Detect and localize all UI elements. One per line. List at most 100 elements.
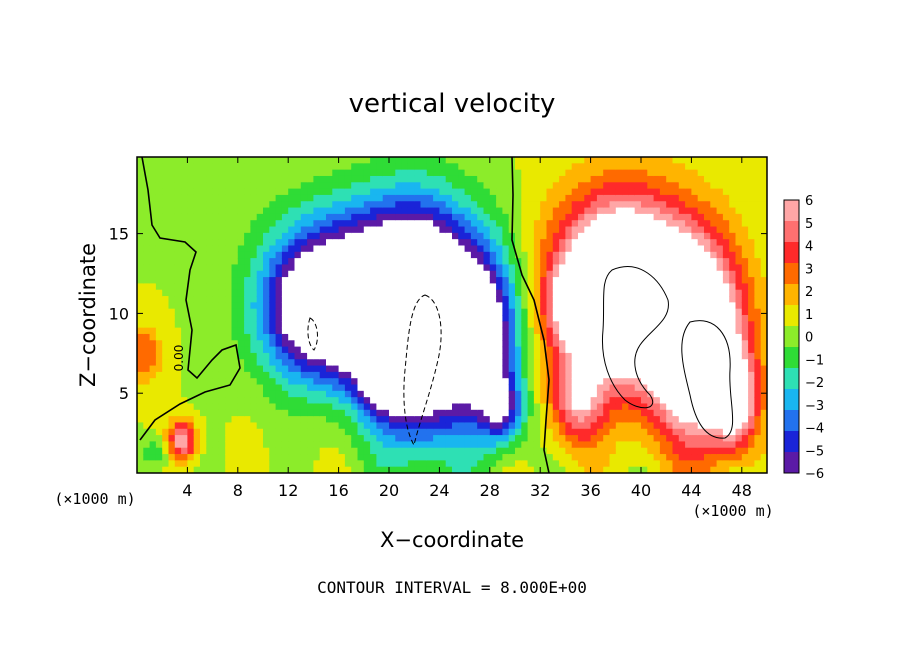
heatmap-cell xyxy=(489,447,497,455)
heatmap-cell xyxy=(678,460,686,468)
heatmap-cell xyxy=(716,270,724,278)
heatmap-cell xyxy=(294,188,302,196)
heatmap-cell xyxy=(615,333,623,341)
heatmap-cell xyxy=(433,371,440,379)
heatmap-cell xyxy=(143,277,151,284)
heatmap-cell xyxy=(477,428,485,436)
heatmap-cell xyxy=(332,194,340,202)
heatmap-cell xyxy=(704,188,711,196)
heatmap-cell xyxy=(281,416,289,424)
heatmap-cell xyxy=(395,232,403,240)
heatmap-cell xyxy=(275,327,283,335)
heatmap-cell xyxy=(376,175,384,183)
heatmap-cell xyxy=(691,460,699,468)
heatmap-cell xyxy=(653,258,661,266)
heatmap-cell xyxy=(395,169,403,177)
heatmap-cell xyxy=(704,270,711,278)
heatmap-cell xyxy=(489,466,497,473)
heatmap-cell xyxy=(275,403,283,411)
heatmap-cell xyxy=(414,220,422,228)
heatmap-cell xyxy=(370,157,377,164)
heatmap-cell xyxy=(363,251,371,259)
heatmap-cell xyxy=(452,182,459,190)
heatmap-cell xyxy=(206,460,214,468)
heatmap-cell xyxy=(571,296,579,303)
heatmap-cell xyxy=(615,327,623,335)
heatmap-cell xyxy=(225,365,233,373)
heatmap-cell xyxy=(596,359,604,367)
heatmap-cell xyxy=(237,245,245,253)
heatmap-cell xyxy=(470,201,478,209)
heatmap-cell xyxy=(307,182,314,190)
heatmap-cell xyxy=(401,157,409,164)
heatmap-cell xyxy=(609,175,617,183)
heatmap-cell xyxy=(508,251,516,259)
heatmap-cell xyxy=(200,460,207,468)
heatmap-cell xyxy=(603,378,611,386)
heatmap-cell xyxy=(533,277,541,284)
heatmap-cell xyxy=(458,232,466,240)
heatmap-cell xyxy=(641,277,648,284)
heatmap-cell xyxy=(508,315,516,322)
heatmap-cell xyxy=(622,346,629,354)
heatmap-cell xyxy=(527,270,535,278)
heatmap-cell xyxy=(338,371,346,379)
heatmap-cell xyxy=(470,308,478,316)
heatmap-cell xyxy=(263,466,270,473)
heatmap-cell xyxy=(477,245,485,253)
heatmap-cell xyxy=(174,409,182,417)
heatmap-cell xyxy=(382,201,390,209)
heatmap-cell xyxy=(653,188,661,196)
heatmap-cell xyxy=(376,321,384,329)
heatmap-cell xyxy=(546,283,554,291)
heatmap-cell xyxy=(193,258,201,266)
heatmap-cell xyxy=(666,422,674,430)
heatmap-cell xyxy=(452,397,459,405)
heatmap-cell xyxy=(502,428,510,436)
heatmap-cell xyxy=(401,226,409,234)
heatmap-cell xyxy=(162,169,170,177)
heatmap-cell xyxy=(439,258,447,266)
heatmap-cell xyxy=(433,409,440,417)
heatmap-cell xyxy=(659,226,667,234)
heatmap-cell xyxy=(401,207,409,215)
heatmap-cell xyxy=(452,454,459,461)
heatmap-cell xyxy=(338,157,346,164)
heatmap-cell xyxy=(174,327,182,335)
heatmap-cell xyxy=(420,365,428,373)
heatmap-cell xyxy=(407,327,415,335)
heatmap-cell xyxy=(313,213,321,221)
heatmap-cell xyxy=(470,213,478,221)
heatmap-cell xyxy=(729,157,737,164)
heatmap-cell xyxy=(370,194,377,202)
heatmap-cell xyxy=(477,384,485,392)
heatmap-cell xyxy=(653,416,661,424)
heatmap-cell xyxy=(527,454,535,461)
heatmap-cell xyxy=(174,239,182,247)
heatmap-cell xyxy=(672,327,680,335)
heatmap-cell xyxy=(420,447,428,455)
heatmap-cell xyxy=(647,302,655,310)
heatmap-cell xyxy=(319,283,327,291)
heatmap-cell xyxy=(609,207,617,215)
heatmap-cell xyxy=(137,378,144,386)
heatmap-cell xyxy=(155,277,163,284)
heatmap-cell xyxy=(470,175,478,183)
heatmap-cell xyxy=(565,352,573,360)
heatmap-cell xyxy=(319,397,327,405)
heatmap-cell xyxy=(552,169,560,177)
heatmap-cell xyxy=(634,157,642,164)
heatmap-cell xyxy=(407,384,415,392)
heatmap-cell xyxy=(231,302,239,310)
heatmap-cell xyxy=(508,302,516,310)
heatmap-cell xyxy=(231,157,239,164)
heatmap-cell xyxy=(609,416,617,424)
heatmap-cell xyxy=(622,213,629,221)
heatmap-cell xyxy=(376,270,384,278)
heatmap-cell xyxy=(162,454,170,461)
heatmap-cell xyxy=(407,435,415,442)
heatmap-cell xyxy=(615,315,623,322)
heatmap-cell xyxy=(559,201,566,209)
heatmap-cell xyxy=(137,308,144,316)
heatmap-cell xyxy=(401,296,409,303)
